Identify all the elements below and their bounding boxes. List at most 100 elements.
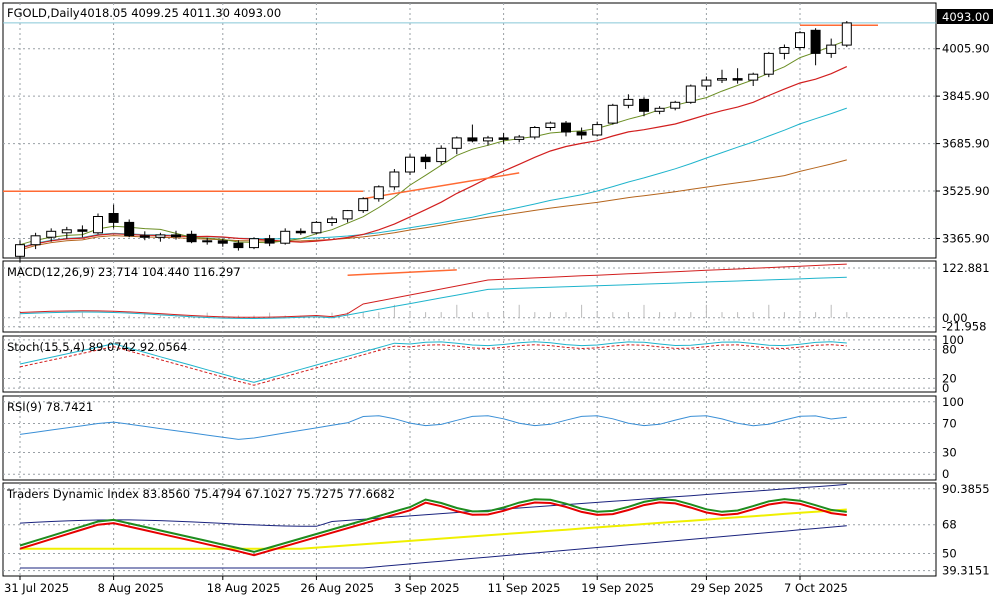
date-label-0: 31 Jul 2025 — [4, 581, 69, 595]
candle-body-19 — [311, 221, 322, 234]
candle-body-7 — [124, 221, 135, 237]
chart-symbol: FGOLD,Daily — [7, 6, 80, 20]
grid-layer — [3, 3, 936, 576]
rsi-tick-label-3: 0 — [942, 467, 949, 481]
candle-body-34 — [545, 122, 556, 128]
stoch-pane[interactable] — [2, 335, 937, 393]
candle-body-14 — [233, 242, 244, 249]
tdi-tick-label-3: 39.3151 — [942, 564, 990, 578]
candle-body-6 — [108, 213, 119, 223]
date-label-8: 7 Oct 2025 — [784, 581, 848, 595]
price-tick-label-1: 3845.90 — [942, 89, 990, 103]
axis-labels: 4005.90 3845.90 3685.90 3525.90 3365.90 122.8… — [4, 42, 990, 595]
candle-body-5 — [93, 216, 103, 234]
tdi-upper-band — [19, 483, 847, 527]
candle-body-38 — [607, 104, 618, 124]
date-label-6: 19 Sep 2025 — [581, 581, 654, 595]
candle-body-51 — [810, 29, 821, 54]
candle-body-20 — [327, 218, 337, 223]
candle-body-33 — [529, 127, 540, 138]
stoch-tick-label-2: 20 — [942, 372, 957, 386]
candle-body-9 — [155, 234, 166, 238]
tdi-lower-band — [20, 525, 847, 569]
candle-body-16 — [264, 238, 275, 244]
date-label-1: 8 Aug 2025 — [98, 581, 164, 595]
candle-body-39 — [623, 98, 634, 106]
candle-body-12 — [202, 240, 213, 243]
tdi-tick-label-2: 50 — [942, 547, 957, 561]
candle-body-30 — [483, 137, 493, 142]
stoch-signal-line — [19, 344, 847, 386]
candle-body-35 — [561, 122, 571, 133]
candle-body-23 — [373, 186, 384, 200]
candle-body-37 — [592, 124, 603, 136]
candle-body-36 — [576, 131, 587, 136]
date-label-4: 3 Sep 2025 — [394, 581, 460, 595]
rsi-tick-label-0: 100 — [942, 395, 964, 409]
candle-body-40 — [639, 98, 649, 112]
candle-body-41 — [654, 107, 665, 112]
rsi-tick-label-1: 70 — [942, 417, 957, 431]
candle-body-48 — [763, 52, 774, 75]
candle-body-10 — [171, 234, 181, 238]
candle-body-46 — [732, 78, 743, 81]
candle-body-47 — [748, 73, 759, 81]
candle-body-25 — [405, 156, 415, 173]
macd-tick-label-1: 0.00 — [942, 311, 968, 325]
candle-body-44 — [701, 79, 712, 87]
date-label-2: 18 Aug 2025 — [207, 581, 281, 595]
macd-trend-line — [347, 269, 457, 276]
stoch-tick-label-0: 100 — [942, 333, 964, 347]
candle-body-31 — [498, 137, 509, 140]
candle-body-21 — [342, 210, 353, 220]
candle-body-32 — [514, 136, 525, 140]
tdi-tick-label-0: 90.3855 — [942, 482, 990, 496]
candle-body-4 — [77, 229, 88, 232]
tdi-signal-line — [19, 501, 847, 557]
ma-fast-line — [19, 39, 847, 246]
price-tick-label-0: 4005.90 — [942, 42, 990, 56]
rsi-pane[interactable] — [2, 395, 937, 481]
candle-body-22 — [358, 198, 369, 212]
stoch-main-line — [19, 341, 847, 383]
candle-body-45 — [717, 78, 727, 81]
macd-signal-line — [19, 263, 847, 318]
candle-body-13 — [217, 240, 228, 244]
candle-body-50 — [795, 32, 805, 49]
date-label-5: 11 Sep 2025 — [488, 581, 561, 595]
stoch-tick-label-3: 0 — [942, 381, 949, 395]
macd-tick-label-0: 122.881 — [942, 261, 990, 275]
tdi-pane[interactable] — [2, 482, 937, 577]
rsi-line — [19, 415, 847, 440]
trend-line — [363, 172, 520, 200]
macd-label: MACD(12,26,9) 23.714 104.440 116.297 — [7, 265, 241, 279]
candle-body-29 — [467, 137, 478, 142]
candle-body-2 — [46, 230, 57, 238]
candle-body-42 — [670, 101, 681, 109]
rsi-label: RSI(9) 78.7421 — [7, 400, 93, 414]
candles — [15, 21, 852, 263]
rsi-tick-label-2: 30 — [942, 446, 957, 460]
candle-body-3 — [61, 229, 72, 234]
price-tick-label-4: 3365.90 — [942, 232, 990, 246]
macd-main-line — [19, 276, 847, 320]
candle-body-43 — [685, 85, 696, 103]
candle-body-11 — [186, 233, 197, 243]
candle-body-49 — [779, 47, 790, 54]
candle-body-15 — [249, 238, 259, 249]
indicator-layer — [3, 24, 878, 569]
date-label-3: 26 Aug 2025 — [300, 581, 374, 595]
current-price-box — [937, 9, 993, 24]
tdi-tick-label-1: 68 — [942, 518, 957, 532]
current-price-label: 4093.00 — [942, 10, 990, 24]
tdi-price-line — [19, 498, 847, 553]
candle-body-26 — [420, 156, 431, 163]
candle-body-27 — [436, 147, 447, 163]
macd-pane[interactable] — [2, 260, 937, 333]
candle-body-17 — [280, 230, 291, 244]
price-pane[interactable] — [2, 2, 937, 259]
stoch-label: Stoch(15,5,4) 89.0742 92.0564 — [7, 340, 187, 354]
candle-body-52 — [826, 44, 837, 54]
